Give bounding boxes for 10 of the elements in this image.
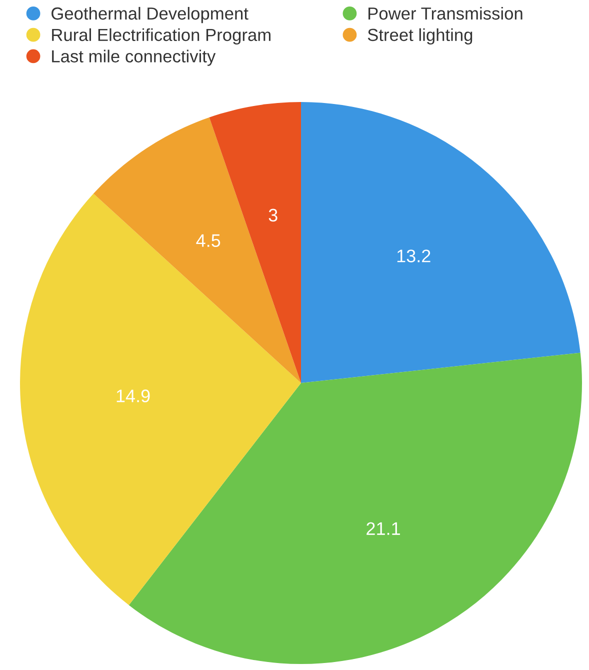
legend-label: Geothermal Development [52,6,248,24]
data-label: 21.1 [366,522,400,535]
legend-label: Last mile connectivity [52,50,216,66]
legend-label: Power Transmission [368,6,522,20]
legend-label: Street lighting [368,28,472,45]
data-label: 13.2 [397,250,430,262]
data-label: 14.9 [116,390,150,402]
data-label: 3 [268,208,278,222]
legend-label: Rural Electrification Program [52,28,270,45]
data-label: 4.5 [196,234,220,247]
